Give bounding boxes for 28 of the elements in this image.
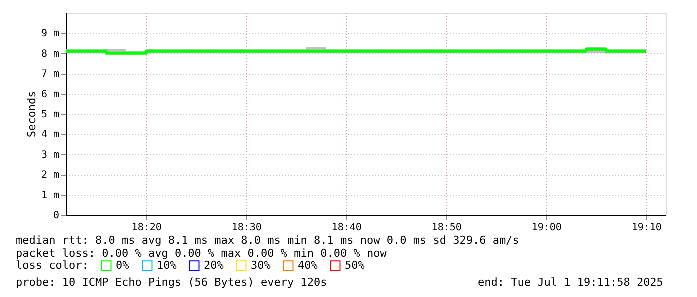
legend-title: loss color: [16, 259, 89, 272]
text: packet loss: 0.00 % avg 0.00 % max 0.00 % min 0.00 % now [16, 247, 388, 260]
y-tick-label: 7 m [41, 69, 60, 80]
y-tick-label: 5 m [41, 110, 60, 120]
x-tick-label: 18:30 [232, 222, 262, 234]
y-tick-label: 6 m [41, 89, 60, 100]
y-tick-label: 2 m [41, 170, 60, 182]
x-tick-label: 18:50 [432, 222, 462, 234]
text: probe: 10 ICMP Echo Pings (56 Bytes) every 120s [16, 276, 328, 289]
legend-label: 30% [251, 258, 272, 272]
legend-label: 50% [345, 258, 366, 272]
x-tick-label: 18:40 [332, 222, 362, 234]
legend-label: 10% [157, 258, 178, 272]
y-tick-label: 8 m [41, 48, 60, 60]
text: end: Tue Jul 1 19:11:58 2025 [478, 276, 664, 289]
y-axis-title: Seconds [25, 91, 38, 138]
y-tick-label: 3 m [41, 150, 60, 161]
legend-label: 0% [116, 258, 130, 272]
y-tick-label: 9 m [41, 28, 60, 40]
y-tick-label: 0 [53, 210, 60, 222]
x-tick-label: 19:10 [632, 222, 662, 234]
x-tick-label: 18:20 [132, 222, 162, 234]
legend-label: 20% [204, 258, 224, 272]
text: median rtt: 8.0 ms avg 8.1 ms max 8.0 ms min 8.1 ms now 0.0 ms sd 329.6 am/s [16, 234, 520, 247]
y-tick-label: 1 m [41, 190, 60, 202]
legend-label: 40% [298, 258, 318, 272]
x-tick-label: 19:00 [532, 222, 562, 234]
y-tick-label: 4 m [41, 130, 60, 141]
